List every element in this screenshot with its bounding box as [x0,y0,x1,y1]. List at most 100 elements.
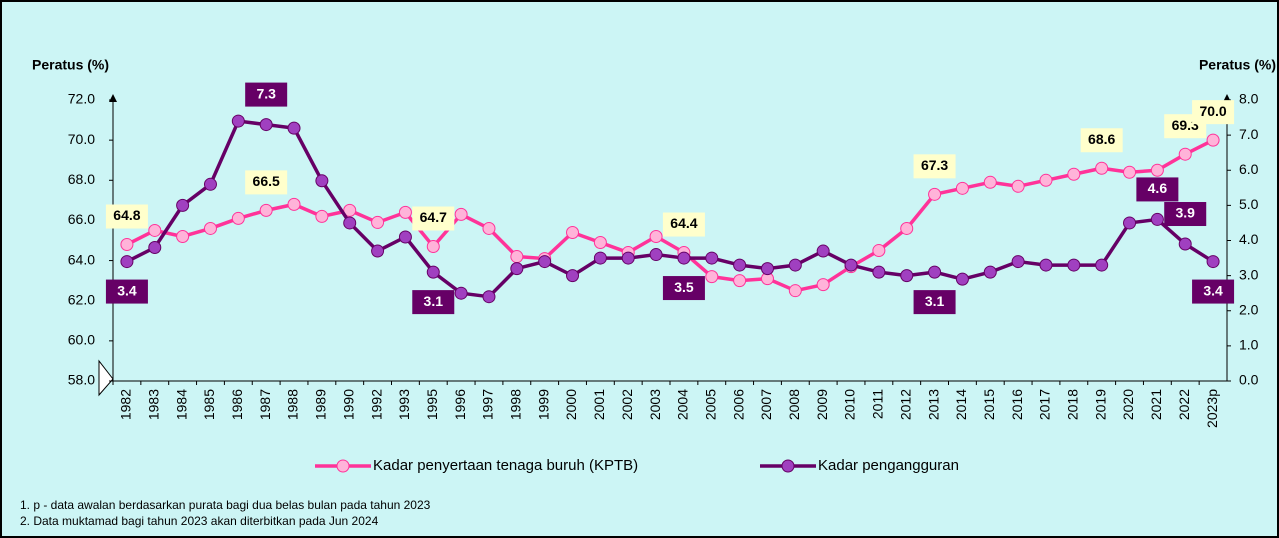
series-point [566,269,580,283]
x-tick-label: 2004 [675,389,691,420]
x-tick-label: 1998 [508,389,524,420]
series-point [1011,255,1025,269]
series-point [1123,165,1137,179]
x-tick-label: 2016 [1009,389,1025,420]
y2-tick-label: 4.0 [1239,231,1259,247]
series-point [148,241,162,255]
series-point [315,174,329,188]
series-point [1067,258,1081,272]
series-point [1123,216,1137,230]
x-tick-label: 2002 [619,389,635,420]
series-point [677,251,691,265]
data-label: 3.5 [674,279,694,295]
y-tick-label: 64.0 [68,251,95,267]
series-point [872,265,886,279]
y-tick-label: 62.0 [68,291,95,307]
y2-tick-label: 5.0 [1239,196,1259,212]
series-point [788,258,802,272]
data-label: 67.3 [921,157,948,173]
data-label: 64.4 [670,215,697,231]
data-label: 3.1 [424,293,444,309]
y2-tick-label: 7.0 [1239,126,1259,142]
series-point [426,265,440,279]
data-label: 3.4 [117,282,137,298]
data-label: 7.3 [256,85,276,101]
series-point [566,225,580,239]
series-point [287,121,301,135]
x-tick-label: 1997 [480,389,496,420]
series-point [649,248,663,262]
x-tick-label: 2021 [1148,389,1164,420]
data-label-box [412,206,455,231]
x-tick-label: 2007 [758,389,774,420]
y-tick-label: 70.0 [68,131,95,147]
series-point [872,244,886,258]
x-tick-label: 1983 [145,389,161,420]
series-point [371,244,385,258]
x-tick-label: 2012 [897,389,913,420]
series-point [510,250,524,264]
series-point [955,181,969,195]
x-tick-label: 1986 [229,389,245,420]
series-point [1206,255,1220,269]
note: 2. Data muktamad bagi tahun 2023 akan di… [20,514,379,528]
legend-marker [781,459,795,473]
data-label-box [1192,279,1235,304]
series-point [398,205,412,219]
series-point [649,229,663,243]
x-tick-label: 1989 [313,389,329,420]
legend-marker [336,459,350,473]
data-label: 64.8 [113,207,140,223]
x-tick-label: 2001 [591,389,607,420]
x-tick-label: 2013 [925,389,941,420]
series-point [928,187,942,201]
data-label: 68.6 [1088,131,1115,147]
series-point [1150,212,1164,226]
series-point [343,203,357,217]
series-point [231,114,245,128]
series-point [705,251,719,265]
data-label-box [105,279,148,304]
series-point [955,272,969,286]
x-tick-label: 2010 [842,389,858,420]
series-point [231,211,245,225]
series-point [148,223,162,237]
series-point [371,215,385,229]
data-label: 3.4 [1203,282,1223,298]
y2-tick-label: 6.0 [1239,161,1259,177]
series-point [733,258,747,272]
series-point [315,209,329,223]
series-line [126,119,1215,299]
series-point [621,251,635,265]
series-line [126,138,1214,293]
y-axis-label: Peratus (%) [32,57,109,73]
series-point [1039,173,1053,187]
x-tick-label: 2003 [647,389,663,420]
data-label: 64.7 [420,209,447,225]
series-point [593,251,607,265]
legend-label: Kadar penyertaan tenaga buruh (KPTB) [373,457,638,474]
y2-tick-label: 8.0 [1239,91,1259,107]
data-label-box [412,290,455,315]
x-tick-label: 1985 [201,389,217,420]
data-label-box [1136,177,1179,202]
series-point [538,255,552,269]
data-label: 3.9 [1175,205,1195,221]
x-tick-label: 1995 [424,389,440,420]
data-label-box [1192,100,1235,125]
x-tick-label: 2017 [1037,389,1053,420]
series-point [482,221,496,235]
note: 1. p - data awalan berdasarkan purata ba… [20,498,431,512]
series-point [593,236,607,250]
y2-tick-label: 1.0 [1239,337,1259,353]
series-point [1178,147,1192,161]
series-point [816,278,830,292]
series-point [816,244,830,258]
series-point [900,269,914,283]
series-point [287,197,301,211]
x-tick-label: 2006 [730,389,746,420]
series-point [928,265,942,279]
series-point [176,229,190,243]
